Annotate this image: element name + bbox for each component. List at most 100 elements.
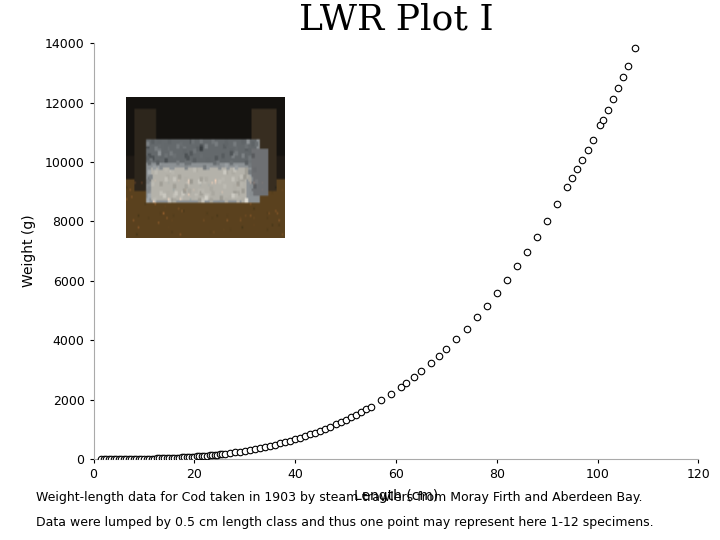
Point [254,444,266,453]
Point [239,447,251,455]
Point [196,452,207,461]
Point [375,396,387,405]
Point [214,450,225,458]
Point [138,454,150,463]
Point [224,449,235,457]
Point [345,413,356,422]
Point [408,373,419,382]
Point [156,454,167,463]
Point [635,32,647,41]
Point [161,454,173,462]
Text: Weight-length data for Cod taken in 1903 by steam trawlers from Moray Firth and : Weight-length data for Cod taken in 1903… [36,491,642,504]
Point [111,455,122,463]
Point [335,418,346,427]
Point [171,454,183,462]
Point [108,455,120,463]
Point [168,454,180,462]
Point [216,450,228,458]
Point [340,415,351,424]
Point [541,217,553,225]
Point [121,455,132,463]
Point [158,454,170,463]
Point [642,14,654,23]
Point [140,454,153,463]
Point [204,451,215,460]
Point [289,435,301,443]
Point [259,443,271,451]
Point [594,121,606,130]
Point [350,410,361,419]
Point [315,427,326,435]
Point [151,454,163,463]
Point [400,379,412,388]
Point [612,84,624,92]
Point [189,453,200,461]
Point [622,62,634,70]
Point [219,449,230,458]
Point [194,452,205,461]
Point [229,448,240,457]
Point [143,454,155,463]
Point [118,455,130,463]
Point [98,455,109,463]
Point [103,455,114,463]
Point [184,453,195,461]
Point [294,434,306,442]
Point [602,105,613,114]
Point [587,136,598,145]
Text: Data were lumped by 0.5 cm length class and thus one point may represent here 1-: Data were lumped by 0.5 cm length class … [36,516,654,529]
Point [249,445,261,454]
Point [597,116,608,124]
Point [300,432,311,441]
Point [136,455,148,463]
Point [128,455,140,463]
Point [330,420,341,429]
Point [133,455,145,463]
Point [320,424,331,433]
Point [562,183,573,191]
Point [360,405,372,414]
Point [234,447,246,456]
Point [426,359,437,367]
Point [123,455,135,463]
Point [481,301,492,310]
Point [113,455,125,463]
Point [153,454,165,463]
Point [199,451,210,460]
Point [617,73,629,82]
Point [206,451,217,460]
Point [279,438,291,447]
Point [212,450,223,459]
Point [166,454,178,462]
Point [451,335,462,343]
Point [567,174,578,183]
Point [521,248,533,256]
Point [501,276,513,285]
Point [305,430,316,438]
Point [209,450,220,459]
Point [115,455,127,463]
Point [325,422,336,431]
Point [202,451,213,460]
Point [191,452,203,461]
Point [310,428,321,437]
Point [607,94,618,103]
Point [126,455,138,463]
Point [511,262,523,271]
Title: LWR Plot I: LWR Plot I [299,2,493,36]
Point [355,408,366,416]
Point [174,453,185,462]
Point [264,442,276,450]
Point [365,402,377,411]
Point [163,454,175,462]
X-axis label: Length (cm): Length (cm) [354,489,438,503]
Point [269,441,281,449]
Point [244,446,256,454]
Y-axis label: Weight (g): Weight (g) [22,215,37,287]
Point [95,455,107,463]
Point [491,289,503,298]
Point [181,453,192,462]
Point [441,345,452,353]
Point [572,165,583,173]
Point [145,454,158,463]
